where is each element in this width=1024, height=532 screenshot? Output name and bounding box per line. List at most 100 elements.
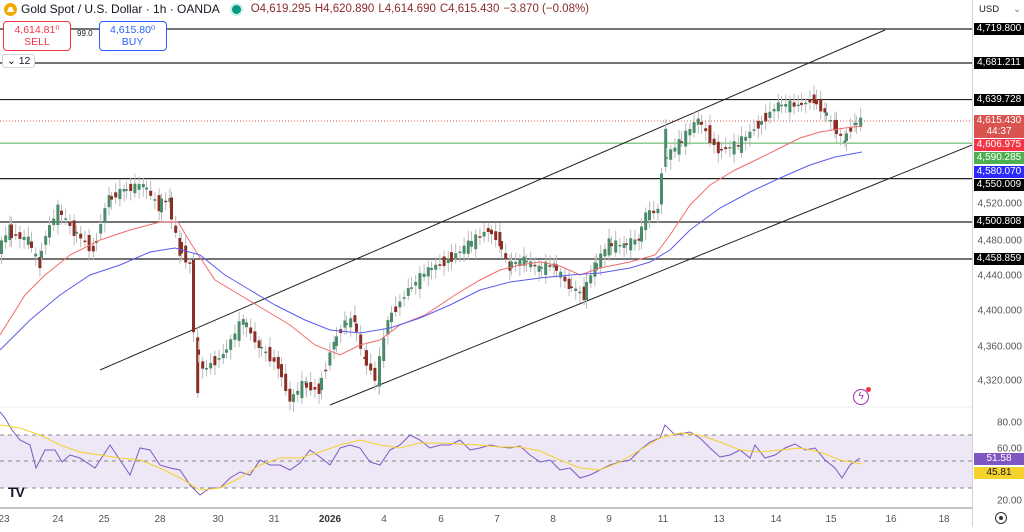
axis-tick: 20.00 bbox=[996, 495, 1022, 507]
candle bbox=[648, 210, 651, 221]
candle bbox=[720, 148, 723, 151]
candle bbox=[716, 141, 720, 154]
axis-tick: 4,360.000 bbox=[977, 341, 1023, 353]
candle bbox=[845, 133, 848, 142]
candle bbox=[44, 236, 48, 245]
candle bbox=[233, 333, 237, 340]
candle bbox=[245, 322, 248, 328]
tradingview-logo-icon[interactable]: TV bbox=[8, 484, 25, 500]
candle bbox=[394, 306, 398, 313]
candle bbox=[373, 367, 377, 381]
candle bbox=[637, 238, 641, 241]
candle bbox=[537, 265, 541, 272]
time-tick: 30 bbox=[212, 514, 224, 525]
price-label: 4,580.070 bbox=[974, 166, 1024, 178]
candle bbox=[640, 226, 643, 242]
candle bbox=[744, 136, 748, 141]
candle bbox=[284, 373, 288, 392]
candle bbox=[835, 119, 838, 135]
currency-selector[interactable]: USD ⌄ bbox=[979, 4, 1021, 15]
candle bbox=[740, 136, 743, 153]
candle bbox=[533, 264, 537, 267]
buy-button[interactable]: 4,615.80⁰ BUY bbox=[98, 21, 167, 51]
candle bbox=[390, 312, 393, 323]
candle bbox=[510, 261, 513, 269]
candle bbox=[808, 99, 812, 103]
candle bbox=[91, 245, 95, 252]
time-tick: 18 bbox=[938, 514, 950, 525]
ohlc-open: O4,619.295 bbox=[250, 3, 311, 15]
candle bbox=[815, 99, 818, 105]
candle bbox=[345, 323, 348, 325]
candle bbox=[209, 362, 213, 369]
alerts-bolt-icon[interactable]: ϟ bbox=[853, 387, 871, 405]
candle bbox=[454, 253, 458, 259]
candle bbox=[118, 188, 122, 200]
time-tick: 13 bbox=[713, 514, 725, 525]
candle bbox=[708, 125, 712, 144]
candle bbox=[692, 122, 696, 133]
candle bbox=[544, 261, 548, 275]
candle bbox=[548, 265, 552, 267]
buy-price: 4,615.80⁰ bbox=[110, 24, 156, 36]
candle bbox=[309, 382, 313, 391]
candle bbox=[438, 264, 442, 266]
candle bbox=[249, 327, 253, 334]
candle bbox=[644, 212, 648, 231]
candle bbox=[578, 291, 582, 294]
candle bbox=[34, 253, 38, 257]
indicators-toggle-button[interactable]: ⌄ 12 bbox=[2, 54, 36, 68]
candle bbox=[680, 141, 683, 143]
candle bbox=[280, 364, 283, 378]
candle bbox=[518, 258, 522, 267]
candle bbox=[398, 301, 402, 308]
candle bbox=[732, 141, 736, 155]
candle bbox=[107, 195, 111, 208]
candle bbox=[205, 368, 208, 370]
candle bbox=[64, 218, 68, 220]
settings-gear-icon[interactable] bbox=[995, 512, 1007, 524]
candle bbox=[192, 259, 195, 333]
spread-value: 99.0 bbox=[77, 29, 93, 38]
candle bbox=[812, 94, 816, 104]
ohlc-change: −3.870 (−0.08%) bbox=[503, 3, 590, 15]
axis-tick: 4,440.000 bbox=[977, 270, 1023, 282]
candle bbox=[684, 130, 688, 147]
candle bbox=[363, 356, 367, 359]
price-label: 4,606.975 bbox=[974, 139, 1024, 151]
symbol-legend: Gold Spot / U.S. Dollar · 1h · OANDA O4,… bbox=[4, 2, 589, 16]
candle bbox=[305, 382, 308, 388]
candle bbox=[353, 315, 357, 323]
price-label: 44:37 bbox=[974, 126, 1024, 138]
candle bbox=[225, 349, 228, 353]
candle bbox=[145, 187, 148, 190]
candle bbox=[241, 319, 245, 325]
candle bbox=[174, 225, 178, 233]
candle bbox=[83, 240, 87, 243]
candle bbox=[426, 267, 430, 277]
candle bbox=[508, 261, 512, 271]
candle bbox=[728, 146, 732, 149]
candle bbox=[30, 241, 33, 248]
candle bbox=[752, 129, 756, 131]
candle bbox=[610, 243, 613, 247]
buy-label: BUY bbox=[121, 36, 144, 48]
candle bbox=[804, 102, 808, 105]
price-axis[interactable]: USD ⌄ 4,520.000 4,480.000 4,440.000 4,400.00… bbox=[972, 0, 1024, 527]
time-tick: 15 bbox=[825, 514, 837, 525]
symbol-title[interactable]: Gold Spot / U.S. Dollar · 1h · OANDA bbox=[21, 2, 220, 16]
candle bbox=[170, 197, 173, 220]
candle bbox=[563, 276, 567, 282]
price-label: 4,639.728 bbox=[974, 94, 1024, 106]
sell-button[interactable]: 4,614.81⁰ SELL bbox=[3, 21, 71, 51]
candle bbox=[324, 369, 328, 372]
candle bbox=[800, 102, 803, 105]
candle bbox=[68, 222, 72, 226]
price-label: 4,590.285 bbox=[974, 152, 1024, 164]
candle bbox=[402, 297, 406, 299]
candle bbox=[60, 210, 63, 215]
candle bbox=[0, 240, 3, 254]
candle bbox=[414, 281, 418, 286]
